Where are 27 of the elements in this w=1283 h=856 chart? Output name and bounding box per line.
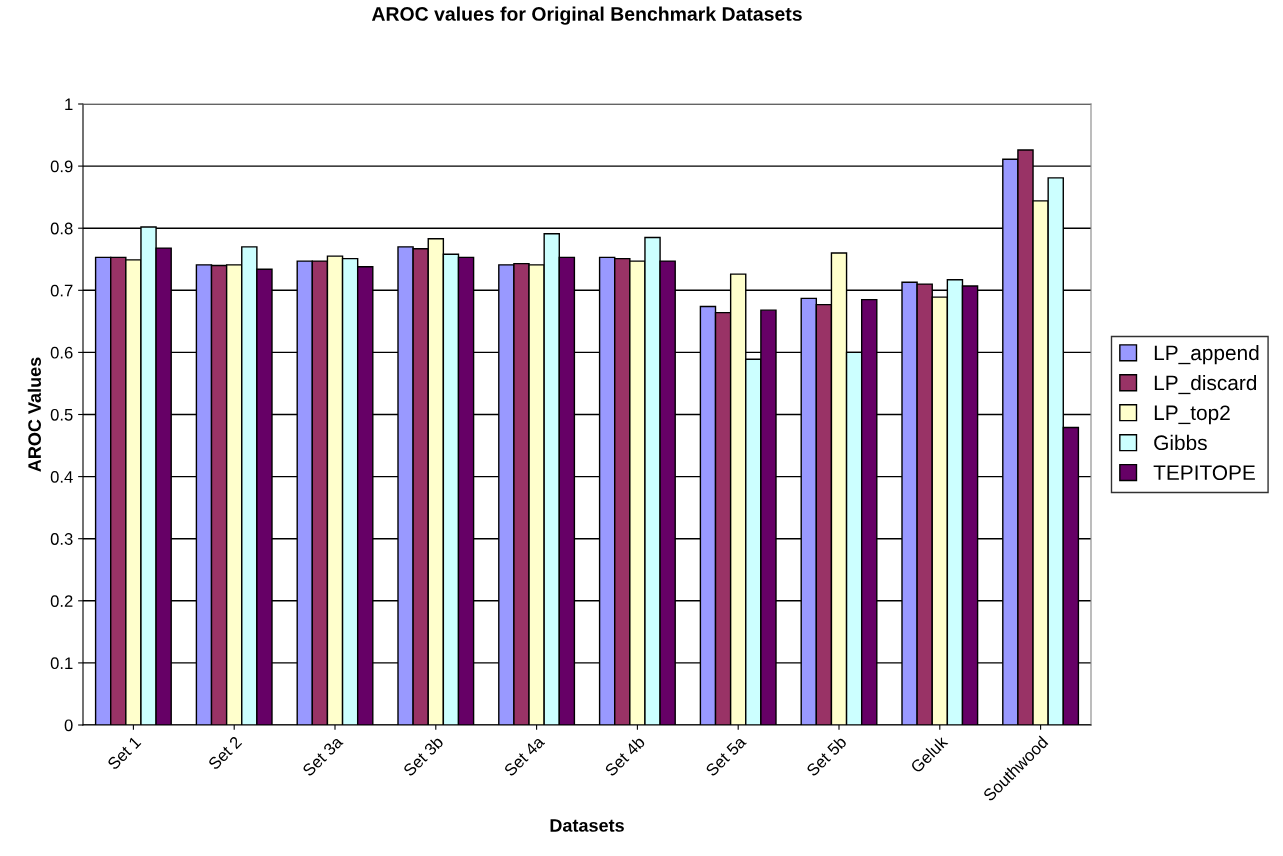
y-tick-label: 0.2 (50, 595, 73, 607)
x-tick-label: Set 1 (106, 735, 142, 771)
x-tick-label: Set 4a (503, 735, 546, 777)
x-tick-label: Set 3b (402, 735, 444, 777)
x-tick-label: Set 2 (207, 735, 243, 771)
chart-title: AROC values for Original Benchmark Datasets (371, 6, 802, 25)
legend-label: LP_discard (1154, 374, 1257, 395)
x-tick-label: Set 5b (805, 735, 848, 777)
x-tick-label: Set 5a (704, 735, 747, 777)
y-tick-label: 0.7 (50, 284, 73, 297)
y-tick-label: 0.9 (50, 160, 73, 173)
legend-label: LP_top2 (1154, 405, 1230, 425)
legend-label: Gibbs (1154, 434, 1207, 451)
y-tick-label: 0 (64, 719, 73, 732)
y-tick-label: 0.6 (50, 346, 73, 359)
y-tick-label: 0.1 (50, 657, 73, 670)
y-tick-label: 0.3 (50, 533, 73, 545)
legend-label: LP_append (1154, 344, 1259, 365)
y-tick-label: 0.8 (50, 222, 73, 235)
y-axis-title: AROC Values (27, 357, 41, 472)
x-axis-title: Datasets (550, 819, 624, 832)
y-tick-label: 0.4 (50, 471, 73, 483)
y-tick-label: 0.5 (50, 408, 73, 421)
y-tick-label: 1 (65, 98, 73, 111)
x-tick-label: Set 3a (301, 735, 344, 777)
x-tick-label: Set 4b (603, 735, 646, 777)
legend-label: TEPITOPE (1153, 465, 1255, 481)
